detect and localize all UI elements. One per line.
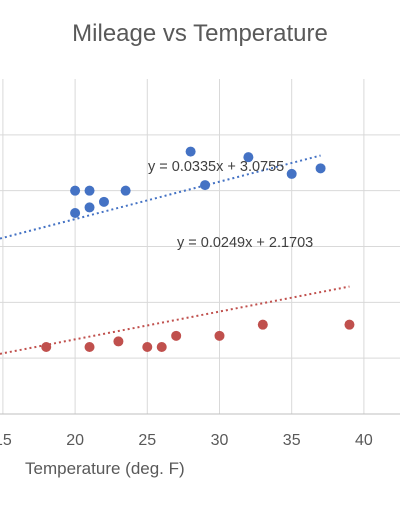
data-point	[185, 146, 196, 157]
data-point	[257, 319, 268, 330]
data-point	[84, 185, 95, 196]
data-point	[142, 342, 153, 352]
series-1: y = 0.0335x + 3.0755	[0, 146, 326, 240]
data-point	[200, 180, 211, 191]
data-point	[156, 342, 167, 352]
data-point	[70, 208, 81, 218]
data-point	[315, 163, 326, 174]
data-point	[113, 336, 124, 347]
x-tick-label: 20	[66, 432, 84, 449]
chart-title: Mileage vs Temperature	[72, 20, 328, 47]
x-tick-label: 15	[0, 432, 12, 449]
data-point	[286, 168, 297, 179]
x-tick-labels: 15 20 25 30 35 40	[0, 432, 373, 449]
gridlines	[0, 79, 400, 414]
data-point	[243, 152, 254, 163]
x-tick-label: 25	[138, 432, 156, 449]
data-point	[70, 185, 81, 196]
data-point	[214, 330, 225, 341]
data-point	[120, 185, 131, 196]
data-point	[84, 202, 95, 213]
data-point	[84, 342, 95, 352]
x-axis-title: Temperature (deg. F)	[25, 459, 185, 478]
data-point	[344, 319, 355, 330]
series-2: y = 0.0249x + 2.1703	[0, 235, 355, 355]
trendline	[0, 285, 350, 355]
data-point	[41, 342, 52, 352]
data-point	[98, 196, 109, 207]
x-tick-label: 35	[283, 432, 301, 449]
trendline	[0, 154, 321, 240]
data-point	[171, 330, 182, 341]
trendline-equation: y = 0.0335x + 3.0755	[148, 159, 284, 175]
trendline-equation: y = 0.0249x + 2.1703	[177, 235, 313, 251]
x-tick-label: 30	[211, 432, 229, 449]
x-tick-label: 40	[355, 432, 373, 449]
